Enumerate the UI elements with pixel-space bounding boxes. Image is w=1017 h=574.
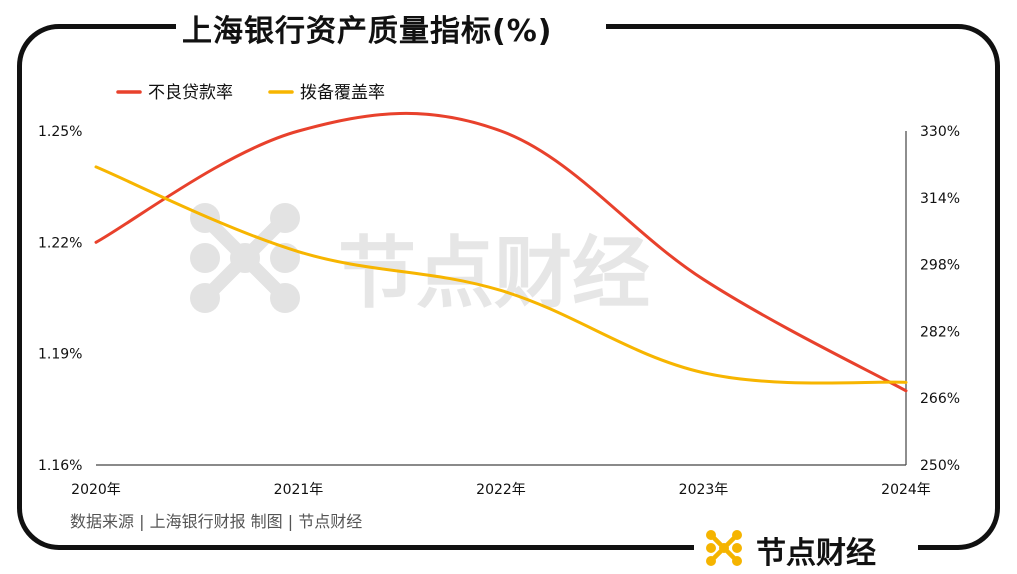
left-y-tick-label: 1.19% [38, 347, 82, 363]
watermark-text: 节点财经 [338, 229, 650, 319]
source-note: 数据来源 | 上海银行财报 制图 | 节点财经 [70, 512, 363, 531]
left-y-tick-label: 1.22% [38, 235, 82, 251]
watermark-logo-icon [190, 203, 300, 313]
logo-link [709, 533, 739, 563]
series-lines [94, 111, 908, 393]
brand-background [694, 524, 918, 570]
legend-label: 不良贷款率 [148, 83, 233, 103]
legend: 不良贷款率 拨备覆盖率 [116, 83, 385, 103]
x-tick-label: 2021年 [274, 482, 324, 498]
right-y-tick-label: 330% [920, 124, 960, 140]
right-y-tick-label: 282% [920, 324, 960, 340]
right-y-axis-ticks: 330% 314% 298% 282% 266% 250% [920, 124, 960, 474]
logo-dot [732, 543, 742, 553]
x-tick-label: 2022年 [476, 482, 526, 498]
series-line-provision-coverage [94, 165, 908, 385]
logo-link [200, 213, 290, 303]
brand-logo-icon [706, 530, 742, 566]
right-y-tick-label: 266% [920, 391, 960, 407]
x-tick-label: 2020年 [71, 482, 121, 498]
x-tick-label: 2023年 [679, 482, 729, 498]
watermark: 节点财经 [190, 203, 650, 319]
logo-dot [706, 543, 716, 553]
series-line-npl-ratio [94, 111, 908, 393]
right-y-tick-label: 314% [920, 191, 960, 207]
left-y-axis-ticks: 1.25% 1.22% 1.19% 1.16% [38, 124, 82, 474]
legend-label: 拨备覆盖率 [300, 83, 385, 103]
x-axis-ticks: 2020年 2021年 2022年 2023年 2024年 [71, 482, 931, 498]
title-background [176, 8, 606, 44]
left-y-tick-label: 1.16% [38, 458, 82, 474]
left-y-tick-label: 1.25% [38, 124, 82, 140]
x-tick-label: 2024年 [881, 482, 931, 498]
right-y-tick-label: 298% [920, 258, 960, 274]
logo-dot [190, 243, 220, 273]
right-y-tick-label: 250% [920, 458, 960, 474]
brand-name: 节点财经 [756, 536, 876, 571]
chart-title: 上海银行资产质量指标(%) [182, 14, 553, 49]
